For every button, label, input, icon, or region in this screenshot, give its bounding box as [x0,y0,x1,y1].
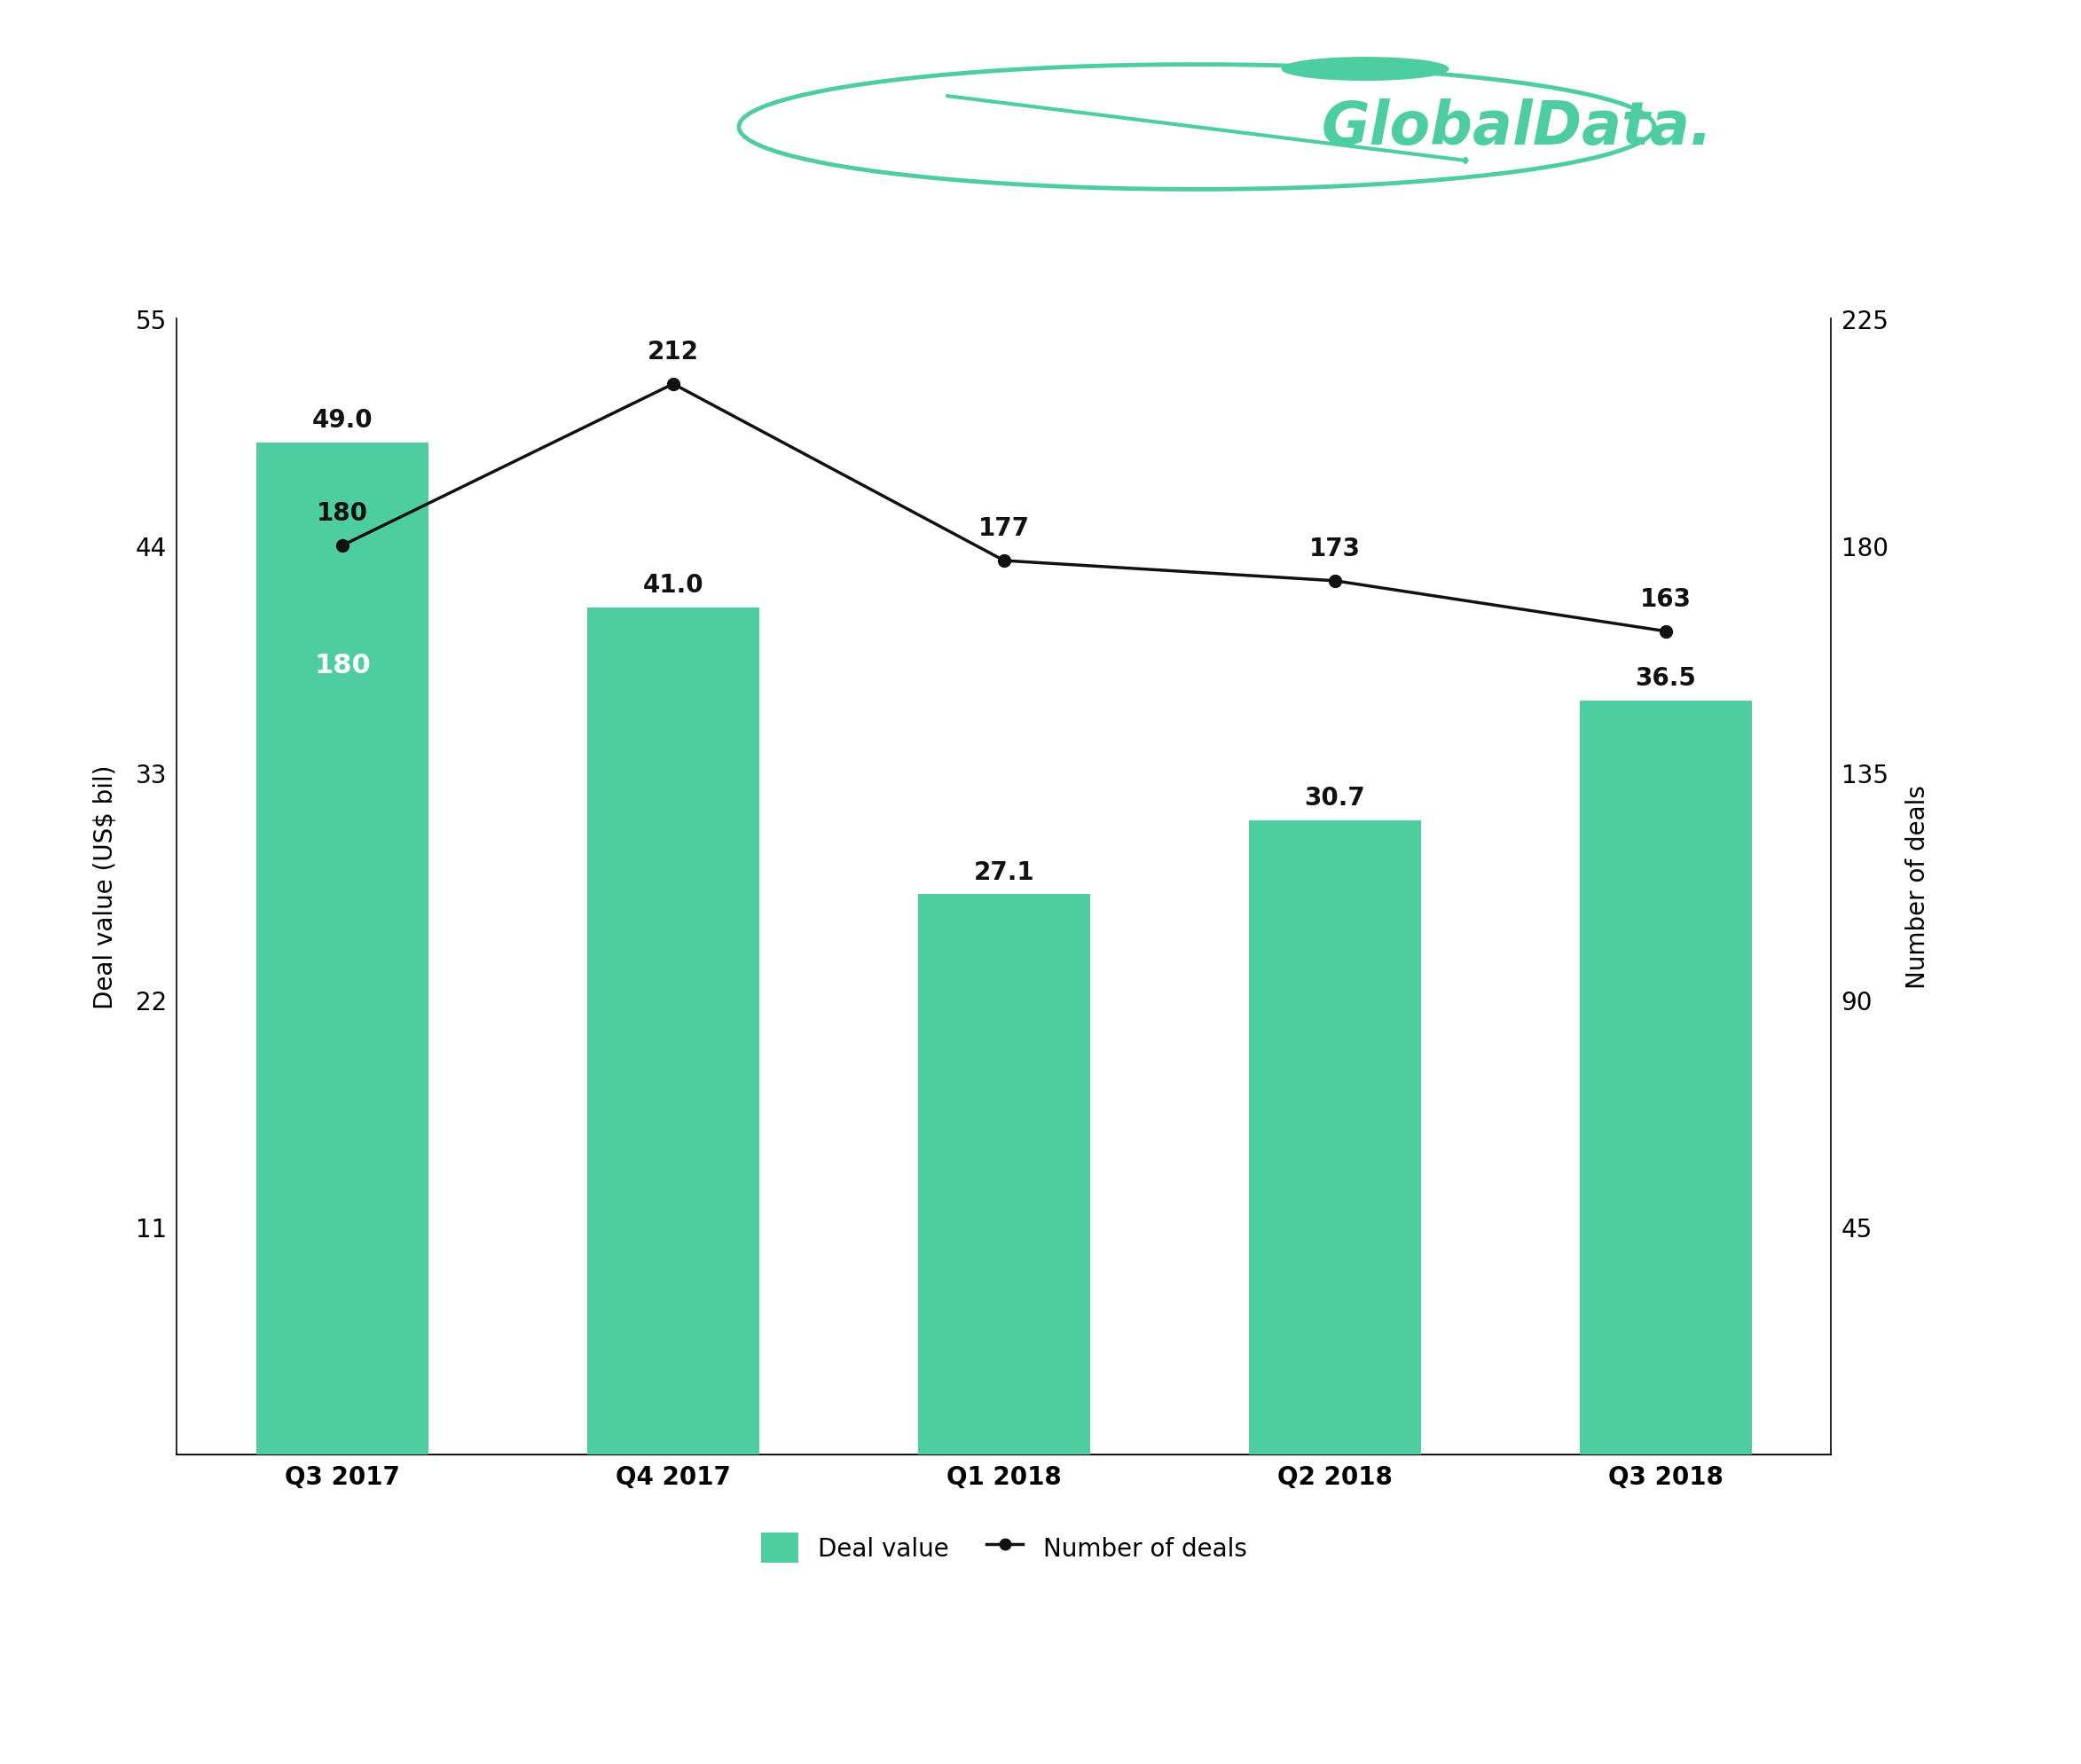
Circle shape [1282,58,1448,81]
Bar [918,894,1090,1454]
Text: 212: 212 [647,339,699,365]
Text: 27.1: 27.1 [974,859,1034,884]
Bar [1579,700,1752,1454]
Bar [256,443,429,1454]
Text: 180: 180 [316,501,368,526]
Text: 49.0: 49.0 [312,407,372,432]
Text: 163: 163 [1640,587,1692,612]
Text: 180: 180 [314,653,370,677]
Text: Upstream global capital
raising deal value and count,
Q3 2017–Q3 2018: Upstream global capital raising deal val… [62,23,791,180]
Bar [587,609,760,1454]
Text: GlobalData.: GlobalData. [1321,99,1713,157]
Text: 41.0: 41.0 [643,573,703,598]
Text: 30.7: 30.7 [1305,785,1365,810]
Bar [1249,820,1421,1454]
Text: 173: 173 [1309,536,1361,561]
Text: Source: GlobalData, Oil and Gas Intelligence Centre: Source: GlobalData, Oil and Gas Intellig… [360,1635,1721,1681]
Y-axis label: Number of deals: Number of deals [1906,785,1931,988]
Text: 36.5: 36.5 [1636,665,1696,690]
Text: 177: 177 [978,517,1030,542]
Y-axis label: Deal value (US$ bil): Deal value (US$ bil) [94,764,119,1009]
Legend: Deal value, Number of deals: Deal value, Number of deals [751,1522,1257,1572]
